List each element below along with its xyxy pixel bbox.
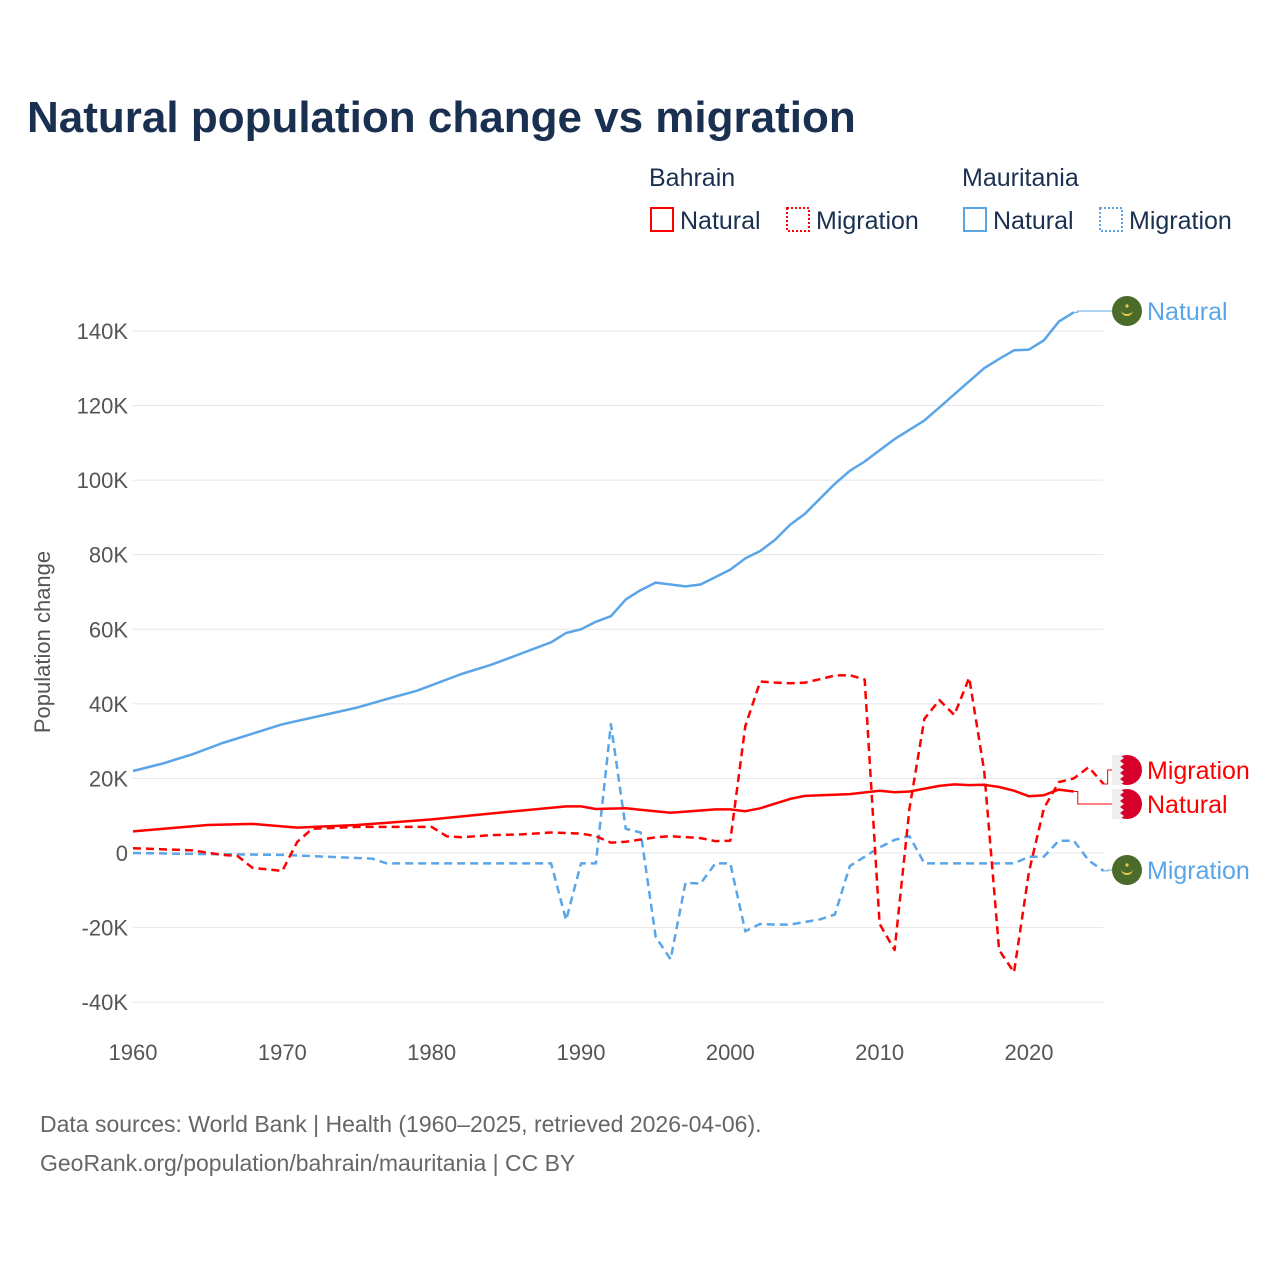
leader-line — [1103, 769, 1112, 785]
legend-swatch-bahrain-migration — [786, 207, 810, 232]
series-line-bahrain-migration — [132, 673, 1105, 974]
end-label: Migration — [1147, 857, 1250, 885]
y-tick-label: -20K — [82, 916, 129, 941]
y-tick-label: 20K — [89, 766, 128, 791]
flag-green — [1112, 296, 1142, 326]
legend-swatch-mauritania-natural — [963, 207, 987, 232]
x-axis: 1960 1970 1980 1990 2000 2010 2020 — [109, 1040, 1054, 1065]
source-line-2: GeoRank.org/population/bahrain/mauritani… — [40, 1150, 575, 1176]
leader-line — [1103, 869, 1112, 872]
y-tick-label: 80K — [89, 543, 128, 568]
mauritania-flag-icon — [1112, 296, 1142, 326]
flag-crescent — [1121, 869, 1133, 875]
y-tick-label: 40K — [89, 692, 128, 717]
end-label: Migration — [1147, 757, 1250, 785]
x-tick-label: 2010 — [855, 1040, 904, 1065]
legend-label-mauritania-migration: Migration — [1129, 207, 1232, 235]
y-tick-label: 100K — [77, 468, 129, 493]
legend-swatch-bahrain-natural — [650, 207, 674, 232]
x-tick-label: 1990 — [557, 1040, 606, 1065]
legend-label-bahrain-natural: Natural — [680, 207, 761, 235]
x-tick-label: 1980 — [407, 1040, 456, 1065]
legend-label-bahrain-migration: Migration — [816, 207, 919, 235]
flag-star — [1125, 863, 1129, 867]
grid — [133, 330, 1103, 1003]
flag-star — [1125, 304, 1129, 308]
y-axis: -40K -20K 0 20K 40K 60K 80K 100K 120K 140K — [77, 319, 129, 1015]
series-lines — [132, 311, 1105, 974]
y-axis-label: Population change — [30, 551, 55, 733]
x-tick-label: 2020 — [1005, 1040, 1054, 1065]
x-tick-label: 1960 — [109, 1040, 158, 1065]
legend: Bahrain Natural Migration Mauritania Nat… — [649, 164, 1232, 235]
leader-line — [1073, 790, 1112, 805]
legend-label-mauritania-natural: Natural — [993, 207, 1074, 235]
legend-group-mauritania: Mauritania — [962, 164, 1079, 192]
y-tick-label: 0 — [116, 841, 128, 866]
bahrain-flag-icon — [1112, 789, 1142, 819]
y-tick-label: 140K — [77, 319, 129, 344]
end-label: Natural — [1147, 298, 1228, 326]
legend-group-bahrain: Bahrain — [649, 164, 735, 192]
bahrain-flag-icon — [1112, 755, 1142, 785]
series-line-bahrain-natural — [132, 783, 1074, 833]
series-line-mauritania-natural — [132, 311, 1075, 773]
y-tick-label: 120K — [77, 394, 129, 419]
source-line-1: Data sources: World Bank | Health (1960–… — [40, 1111, 762, 1137]
y-tick-label: -40K — [82, 990, 129, 1015]
x-tick-label: 2000 — [706, 1040, 755, 1065]
end-label: Natural — [1147, 791, 1228, 819]
flag-crescent — [1121, 310, 1133, 316]
series-line-mauritania-migration — [132, 723, 1105, 961]
y-tick-label: 60K — [89, 617, 128, 642]
end-labels: Natural Migration Natural Migration — [1073, 296, 1250, 885]
flag-green — [1112, 855, 1142, 885]
leader-line — [1073, 310, 1112, 313]
legend-swatch-mauritania-migration — [1099, 207, 1123, 232]
mauritania-flag-icon — [1112, 855, 1142, 885]
flag-white — [1112, 755, 1124, 785]
x-tick-label: 1970 — [258, 1040, 307, 1065]
chart-title: Natural population change vs migration — [27, 93, 856, 142]
flag-white — [1112, 789, 1124, 819]
